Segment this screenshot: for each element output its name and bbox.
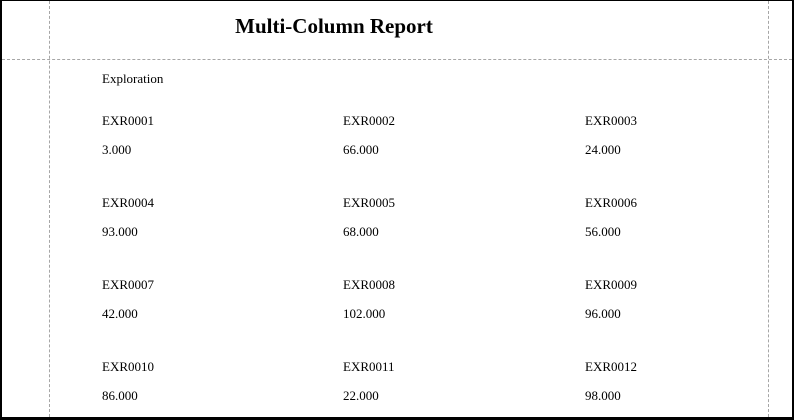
report-entry: EXR0003 24.000 bbox=[585, 113, 792, 157]
report-title: Multi-Column Report bbox=[235, 14, 433, 38]
entry-value: 3.000 bbox=[102, 142, 132, 157]
report-entry: EXR0001 3.000 bbox=[102, 114, 312, 157]
report-entry: EXR0006 56.000 bbox=[585, 195, 792, 239]
report-entry: EXR0012 98.000 bbox=[585, 359, 792, 403]
entry-value: 68.000 bbox=[343, 224, 379, 239]
report-entry: EXR0008 102.000 bbox=[343, 278, 553, 321]
report-entry: EXR0011 22.000 bbox=[343, 360, 553, 403]
entry-id: EXR0002 bbox=[343, 113, 395, 128]
entry-id: EXR0003 bbox=[585, 113, 637, 128]
report-entry: EXR0009 96.000 bbox=[585, 277, 792, 321]
report-entry: EXR0004 93.000 bbox=[102, 196, 312, 239]
entry-id: EXR0001 bbox=[102, 113, 154, 128]
entry-value: 22.000 bbox=[343, 388, 379, 403]
entry-id: EXR0010 bbox=[102, 359, 154, 374]
left-margin-guide-line bbox=[49, 1, 50, 417]
entry-value: 93.000 bbox=[102, 224, 138, 239]
entry-id: EXR0006 bbox=[585, 195, 637, 210]
entry-value: 24.000 bbox=[585, 142, 621, 157]
entry-id: EXR0008 bbox=[343, 277, 395, 292]
entry-value: 98.000 bbox=[585, 388, 621, 403]
entry-value: 96.000 bbox=[585, 306, 621, 321]
entry-id: EXR0005 bbox=[343, 195, 395, 210]
header-band-guide-line bbox=[2, 59, 792, 60]
entry-id: EXR0007 bbox=[102, 277, 154, 292]
entry-id: EXR0011 bbox=[343, 359, 395, 374]
group-header-label: Exploration bbox=[102, 71, 164, 86]
entry-value: 102.000 bbox=[343, 306, 386, 321]
entry-value: 66.000 bbox=[343, 142, 379, 157]
report-entry: EXR0007 42.000 bbox=[102, 278, 312, 321]
entry-id: EXR0004 bbox=[102, 195, 154, 210]
report-entry: EXR0002 66.000 bbox=[343, 114, 553, 157]
entry-value: 86.000 bbox=[102, 388, 138, 403]
entry-id: EXR0012 bbox=[585, 359, 637, 374]
entry-value: 42.000 bbox=[102, 306, 138, 321]
entry-value: 56.000 bbox=[585, 224, 621, 239]
report-entry: EXR0005 68.000 bbox=[343, 196, 553, 239]
entry-id: EXR0009 bbox=[585, 277, 637, 292]
report-entry: EXR0010 86.000 bbox=[102, 360, 312, 403]
